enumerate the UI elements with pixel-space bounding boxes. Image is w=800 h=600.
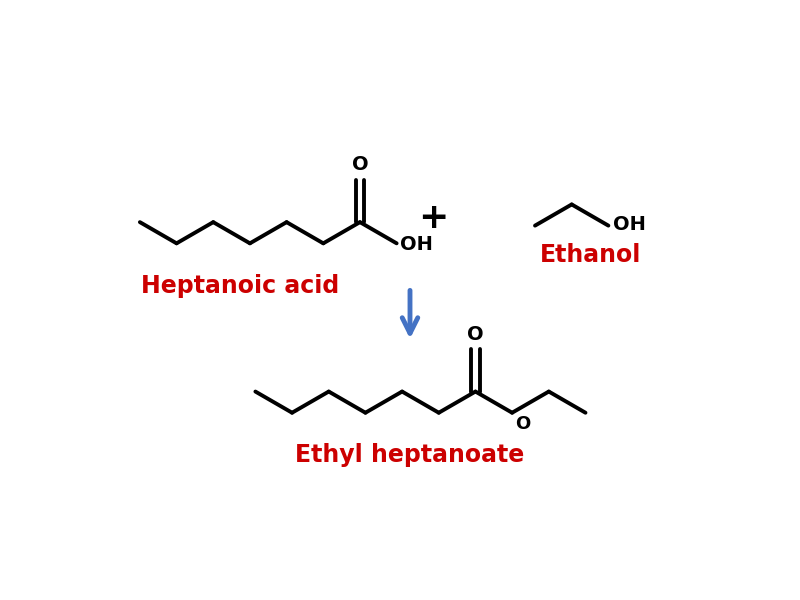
Text: O: O	[515, 415, 530, 433]
Text: Ethanol: Ethanol	[540, 243, 642, 267]
Text: O: O	[352, 155, 368, 175]
Text: O: O	[467, 325, 484, 344]
FancyArrowPatch shape	[402, 290, 418, 333]
Text: Ethyl heptanoate: Ethyl heptanoate	[295, 443, 525, 467]
Text: +: +	[418, 202, 448, 235]
Text: Heptanoic acid: Heptanoic acid	[142, 274, 340, 298]
Text: OH: OH	[613, 215, 646, 233]
Text: OH: OH	[401, 235, 434, 254]
